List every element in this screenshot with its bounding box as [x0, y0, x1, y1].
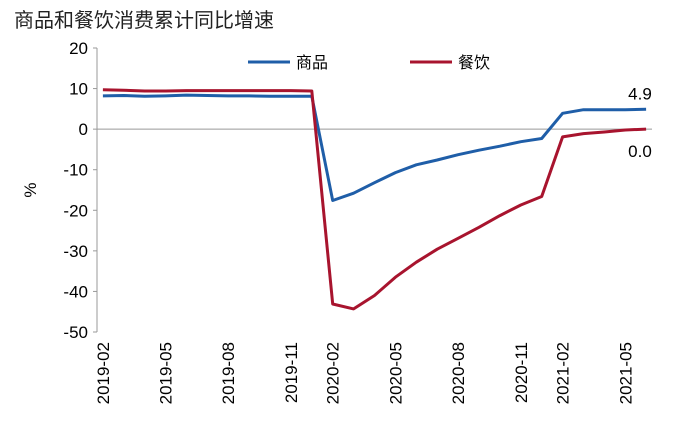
- x-tick-label: 2019-08: [219, 342, 238, 404]
- y-tick-label: -20: [63, 201, 88, 220]
- y-tick-label: -30: [63, 242, 88, 261]
- y-axis: 20 10 0 -10 -20 -30 -40 -50: [63, 39, 98, 342]
- x-tick-label: 2021-02: [554, 342, 573, 404]
- y-tick-label: -10: [63, 161, 88, 180]
- x-axis: 2019-02 2019-05 2019-08 2019-11 2020-02 2020-…: [94, 128, 652, 404]
- y-tick-label: 20: [69, 39, 88, 58]
- y-axis-label: %: [21, 182, 40, 197]
- x-tick-label: 2021-05: [616, 342, 635, 404]
- y-tick-label: 0: [79, 120, 88, 139]
- x-tick-label: 2020-05: [386, 342, 405, 404]
- y-tick-label: 10: [69, 80, 88, 99]
- series-line-0: [102, 93, 647, 202]
- end-labels: 4.9 0.0: [628, 84, 652, 161]
- x-tick-label: 2020-08: [449, 342, 468, 404]
- x-tick-label: 2020-02: [324, 342, 343, 404]
- legend: 商品 餐饮: [248, 53, 490, 72]
- y-tick-label: -40: [63, 282, 88, 301]
- series-line-1: [102, 88, 647, 311]
- chart-title: 商品和餐饮消费累计同比增速: [14, 8, 274, 32]
- legend-label-0: 商品: [296, 53, 328, 72]
- end-value-label-0: 4.9: [628, 84, 652, 103]
- end-value-label-1: 0.0: [628, 142, 652, 161]
- series-lines: [102, 88, 647, 311]
- x-tick-label: 2019-02: [94, 342, 113, 404]
- x-tick-label: 2020-11: [512, 342, 531, 403]
- legend-label-1: 餐饮: [458, 53, 490, 72]
- x-tick-label: 2019-11: [282, 342, 301, 403]
- x-tick-label: 2019-05: [157, 342, 176, 404]
- y-tick-label: -50: [63, 323, 88, 342]
